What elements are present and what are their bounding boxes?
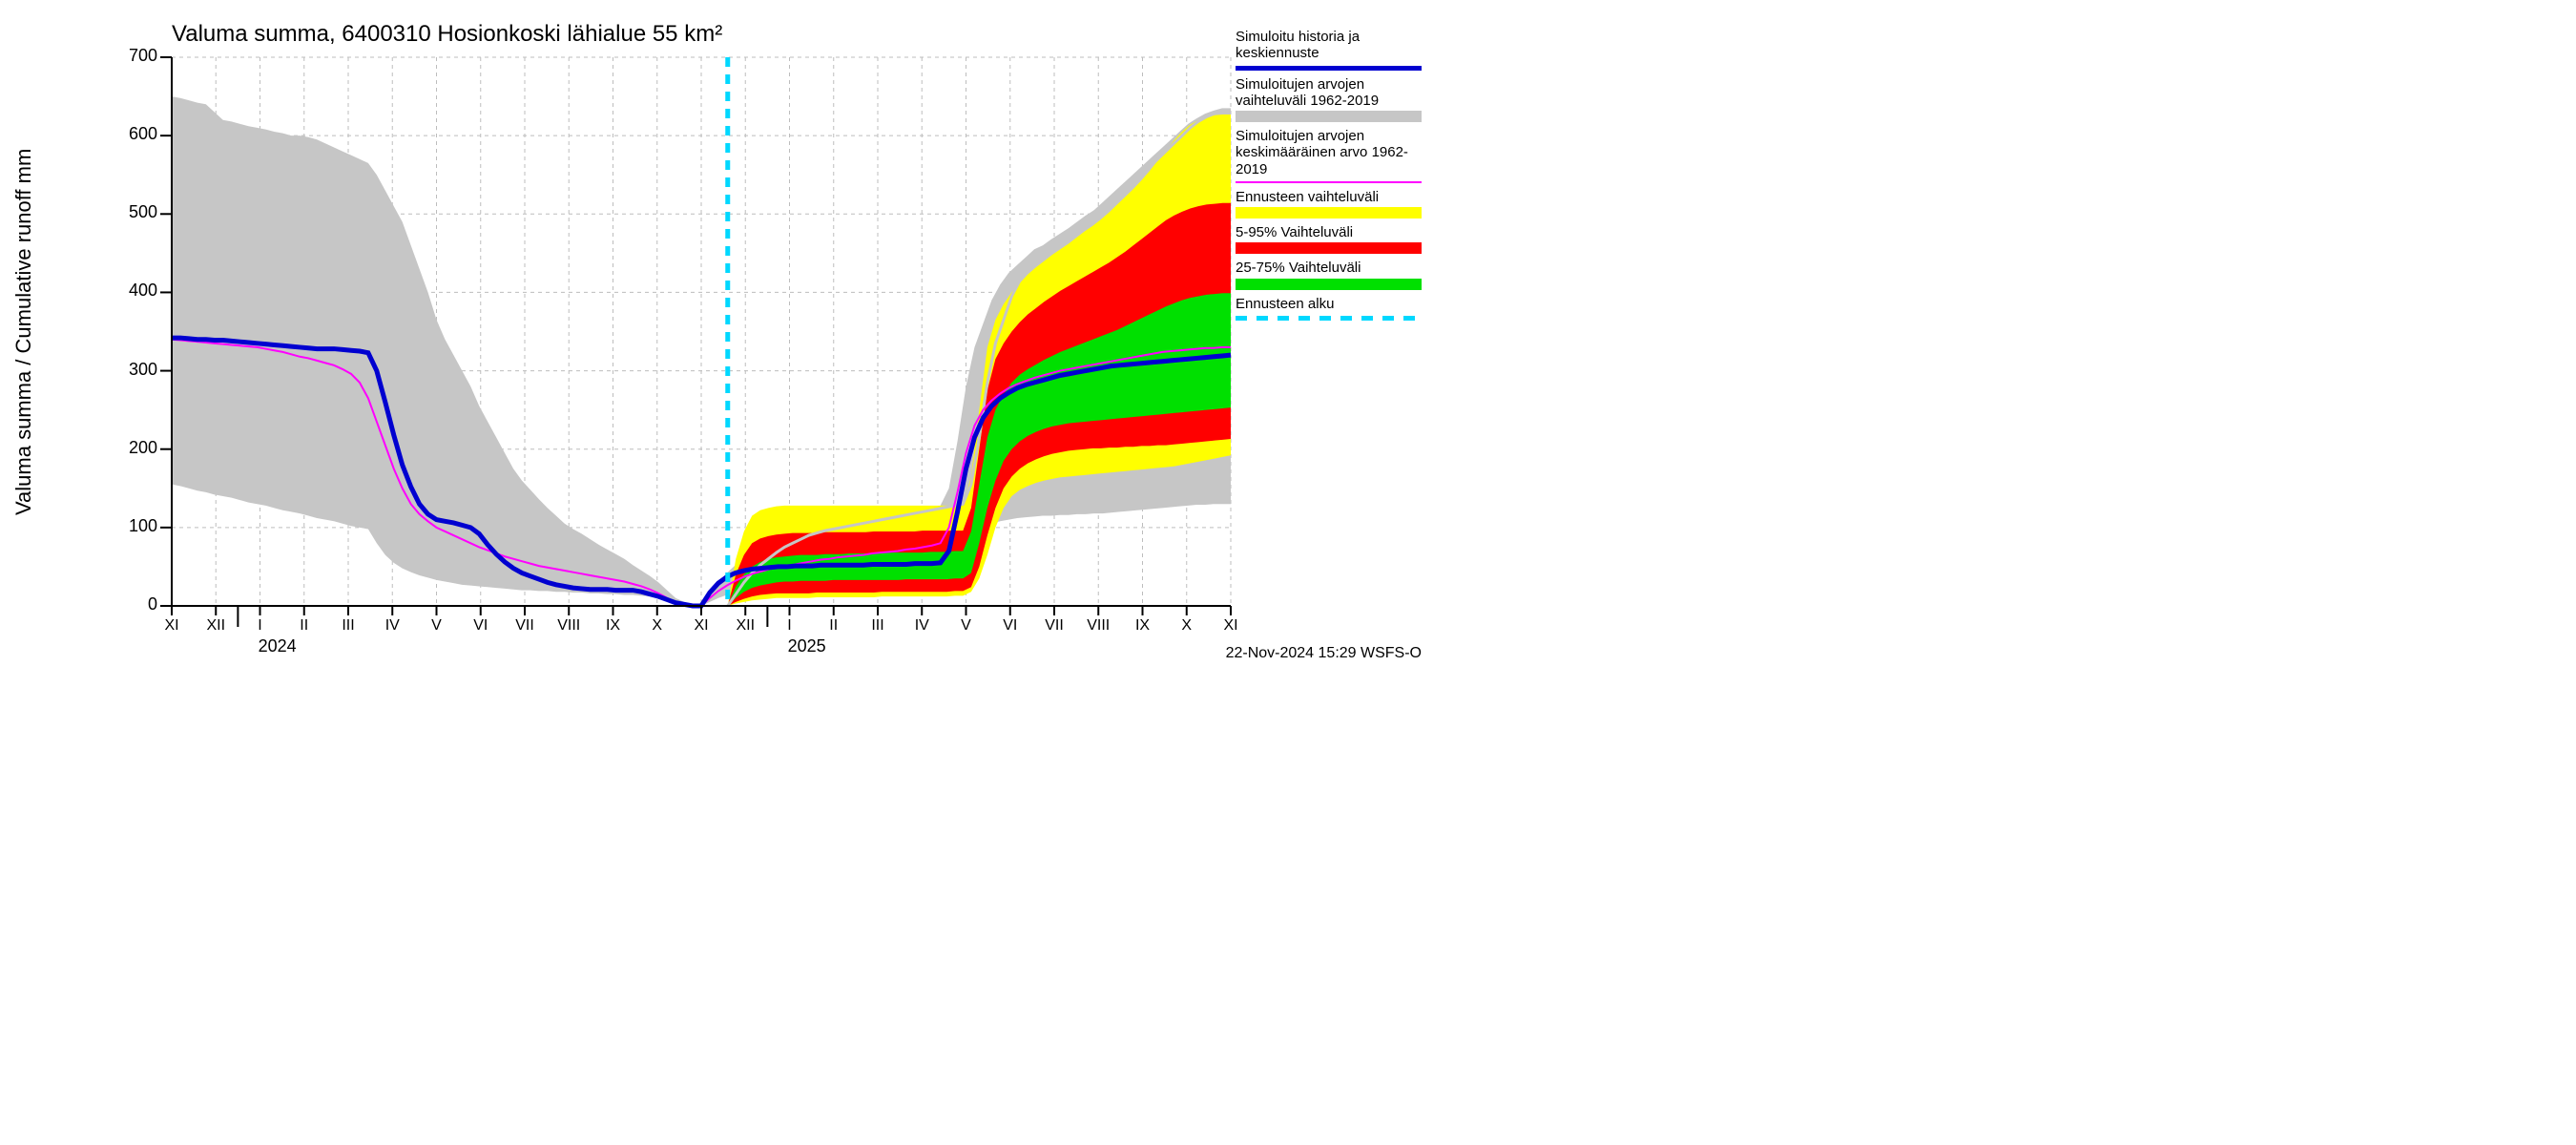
x-month-label: III [861,617,895,635]
legend-swatch [1236,207,1422,219]
x-month-label: VIII [1081,617,1115,635]
x-month-label: IX [1126,617,1160,635]
y-tick-label: 400 [105,281,157,301]
x-month-label: III [331,617,365,635]
legend-swatch [1236,66,1422,71]
x-month-label: X [1170,617,1204,635]
x-month-label: II [817,617,851,635]
legend: Simuloitu historia ja keskiennuste Simulo… [1236,29,1422,326]
legend-swatch [1236,242,1422,254]
x-year-label: 2024 [259,636,297,656]
legend-entry: Ennusteen vaihteluväli [1236,189,1422,219]
x-month-label: IV [375,617,409,635]
x-month-label: XI [684,617,718,635]
x-year-label: 2025 [788,636,826,656]
legend-label: Simuloitujen arvojen keskimääräinen arvo… [1236,128,1422,177]
legend-label: 5-95% Vaihteluväli [1236,224,1422,240]
x-month-label: VI [464,617,498,635]
legend-swatch [1236,111,1422,122]
legend-swatch [1236,316,1422,321]
legend-label: Simuloitu historia ja keskiennuste [1236,29,1422,62]
y-tick-label: 300 [105,360,157,380]
x-month-label: IV [904,617,939,635]
legend-swatch [1236,181,1422,183]
x-month-label: II [287,617,322,635]
x-month-label: XI [1214,617,1248,635]
y-tick-label: 100 [105,516,157,536]
legend-label: Simuloitujen arvojen vaihteluväli 1962-2… [1236,76,1422,110]
x-month-label: XII [728,617,762,635]
y-tick-label: 700 [105,46,157,66]
legend-swatch [1236,279,1422,290]
legend-label: Ennusteen vaihteluväli [1236,189,1422,205]
x-month-label: I [773,617,807,635]
legend-entry: Simuloitu historia ja keskiennuste [1236,29,1422,71]
legend-label: Ennusteen alku [1236,296,1422,312]
x-month-label: VII [508,617,542,635]
legend-entry: 25-75% Vaihteluväli [1236,260,1422,289]
legend-entry: Simuloitujen arvojen keskimääräinen arvo… [1236,128,1422,183]
y-tick-label: 0 [105,594,157,614]
x-month-label: V [949,617,984,635]
plot-area [0,0,1431,668]
y-tick-label: 600 [105,124,157,144]
footer-timestamp: 22-Nov-2024 15:29 WSFS-O [1226,645,1422,662]
legend-entry: Ennusteen alku [1236,296,1422,321]
x-month-label: VI [993,617,1028,635]
x-month-label: VII [1037,617,1071,635]
legend-entry: Simuloitujen arvojen vaihteluväli 1962-2… [1236,76,1422,123]
x-month-label: I [243,617,278,635]
x-month-label: XII [198,617,233,635]
x-month-label: XI [155,617,189,635]
legend-entry: 5-95% Vaihteluväli [1236,224,1422,254]
x-month-label: V [420,617,454,635]
y-tick-label: 200 [105,438,157,458]
y-tick-label: 500 [105,202,157,222]
x-month-label: X [640,617,675,635]
chart-container: Valuma summa, 6400310 Hosionkoski lähial… [0,0,1431,668]
legend-label: 25-75% Vaihteluväli [1236,260,1422,276]
x-month-label: IX [596,617,631,635]
x-month-label: VIII [551,617,586,635]
